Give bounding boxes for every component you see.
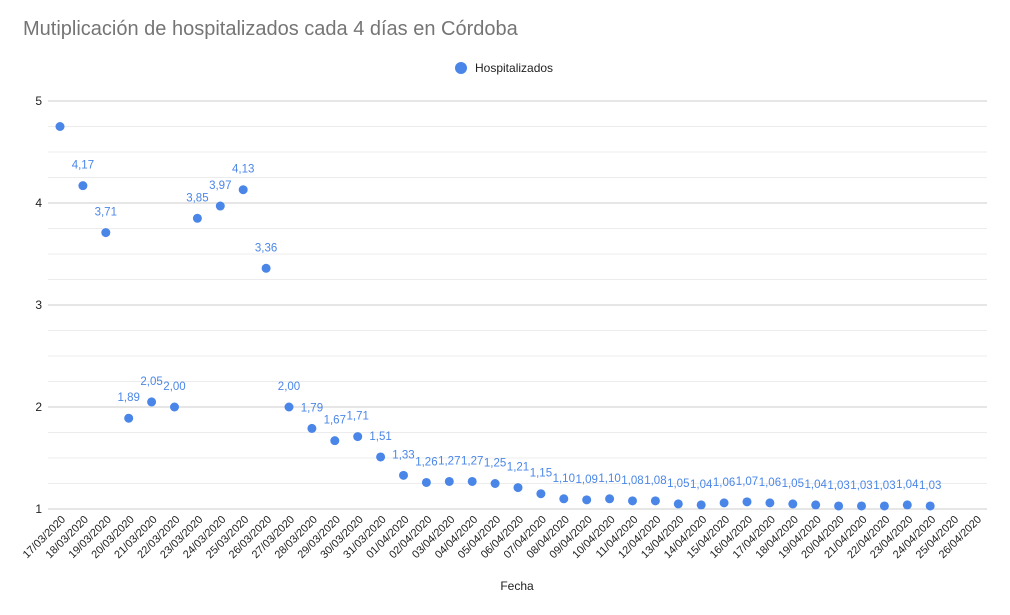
- data-label: 1,15: [530, 468, 552, 480]
- data-point: [628, 496, 637, 506]
- data-point: [582, 495, 592, 505]
- data-point: [55, 122, 65, 131]
- legend: Hospitalizados: [455, 61, 553, 75]
- data-label: 1,26: [415, 456, 437, 468]
- data-point: [353, 432, 363, 442]
- data-point: [559, 494, 569, 504]
- data-point: [857, 501, 866, 511]
- data-label: 1,04: [896, 479, 919, 491]
- data-label: 1,07: [736, 476, 758, 488]
- data-point: [765, 498, 775, 508]
- data-point: [147, 397, 157, 407]
- y-tick-label: 1: [35, 502, 42, 516]
- data-point: [444, 476, 454, 486]
- data-label: 1,67: [324, 415, 346, 427]
- data-point: [811, 500, 821, 510]
- y-axis-ticks: 1 2 3 4 5: [35, 94, 42, 516]
- data-label: 1,05: [667, 478, 689, 490]
- data-point: [742, 497, 752, 507]
- data-point: [101, 228, 111, 238]
- data-label: 2,00: [163, 381, 185, 393]
- data-point: [719, 498, 729, 508]
- data-point: [467, 476, 477, 486]
- data-point: [490, 479, 500, 488]
- data-point: [879, 501, 889, 511]
- data-point: [376, 452, 386, 462]
- chart-title: Mutiplicación de hospitalizados cada 4 d…: [23, 18, 518, 40]
- y-tick-label: 3: [35, 298, 42, 312]
- data-label: 1,03: [827, 480, 849, 492]
- data-point: [513, 483, 523, 493]
- data-label: 2,05: [140, 376, 162, 388]
- data-label: 1,03: [919, 480, 941, 492]
- data-label: 3,71: [95, 207, 117, 219]
- data-label: 1,06: [759, 477, 781, 489]
- data-label: 1,21: [507, 462, 529, 474]
- data-label: 1,06: [713, 477, 735, 489]
- data-point: [215, 201, 225, 211]
- data-point: [696, 500, 706, 510]
- data-point: [170, 402, 179, 412]
- y-tick-label: 5: [35, 94, 42, 108]
- data-label: 1,25: [484, 458, 506, 470]
- data-label: 1,27: [461, 455, 483, 467]
- data-point: [902, 500, 912, 510]
- data-label: 1,05: [782, 478, 804, 490]
- legend-label-hospitalizados: Hospitalizados: [475, 61, 553, 75]
- data-label: 1,33: [392, 449, 414, 461]
- data-point: [261, 263, 271, 273]
- gridlines: [48, 100, 987, 510]
- data-label: 1,04: [805, 479, 828, 491]
- data-label: 1,03: [850, 480, 872, 492]
- data-point: [650, 496, 660, 506]
- data-point: [78, 181, 88, 191]
- data-label: 1,27: [438, 455, 460, 467]
- data-label: 1,79: [301, 402, 323, 414]
- data-label: 1,10: [553, 473, 575, 485]
- data-point: [605, 494, 615, 504]
- data-label: 2,00: [278, 381, 300, 393]
- data-point: [192, 213, 202, 223]
- data-label: 1,08: [644, 475, 666, 487]
- data-point: [399, 470, 408, 480]
- legend-marker-hospitalizados: [455, 62, 467, 74]
- data-point: [673, 499, 683, 509]
- data-point: [788, 499, 798, 509]
- x-axis-ticks: 17/03/202018/03/202019/03/202020/03/2020…: [21, 514, 984, 561]
- data-label: 4,13: [232, 164, 254, 176]
- y-tick-label: 4: [35, 196, 42, 210]
- data-point: [330, 436, 340, 446]
- data-point: [834, 501, 844, 511]
- data-label: 1,04: [690, 479, 713, 491]
- data-point: [238, 185, 248, 195]
- data-label: 3,85: [186, 192, 208, 204]
- data-labels: 4,173,711,892,05 2,003,853,974,133,362,00…: [72, 160, 942, 492]
- data-point: [307, 423, 317, 433]
- data-label: 4,17: [72, 160, 94, 172]
- data-point: [536, 489, 546, 499]
- data-label: 1,08: [621, 475, 643, 487]
- x-axis-label: Fecha: [500, 579, 534, 593]
- data-label: 3,36: [255, 242, 277, 254]
- y-tick-label: 2: [35, 400, 42, 414]
- data-points: [55, 122, 935, 511]
- data-label: 1,10: [598, 473, 620, 485]
- data-point: [124, 413, 134, 423]
- data-label: 1,71: [347, 411, 369, 423]
- data-label: 1,03: [873, 480, 895, 492]
- data-point: [421, 477, 431, 487]
- data-point: [284, 402, 294, 412]
- data-label: 1,51: [369, 431, 391, 443]
- data-point: [925, 501, 935, 511]
- data-label: 1,89: [118, 392, 140, 404]
- data-label: 1,09: [576, 474, 598, 486]
- data-label: 3,97: [209, 180, 231, 192]
